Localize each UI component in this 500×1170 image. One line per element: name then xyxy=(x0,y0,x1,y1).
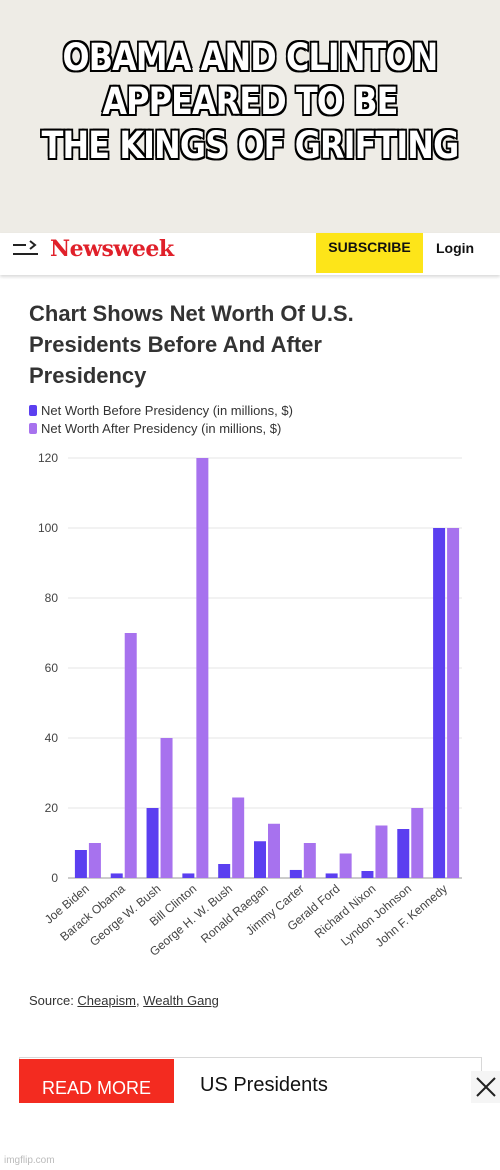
meme-caption-line: OBAMA AND CLINTON xyxy=(61,35,439,81)
read-more-topic[interactable]: US Presidents xyxy=(200,1074,328,1096)
bottom-area xyxy=(0,1103,500,1170)
bar-before xyxy=(146,808,159,878)
bar-before xyxy=(182,873,195,878)
site-header: Newsweek SUBSCRIBE Login xyxy=(0,233,500,275)
bar-after xyxy=(196,458,209,878)
meme-caption-line: THE KINGS OF GRIFTING xyxy=(40,123,460,169)
bar-after xyxy=(447,528,460,878)
bar-before xyxy=(397,829,410,878)
legend-item-after: Net Worth After Presidency (in millions,… xyxy=(29,421,281,437)
y-tick-label: 100 xyxy=(38,521,58,535)
source-prefix: Source: xyxy=(29,993,78,1008)
bar-before xyxy=(218,864,231,878)
chart-title-line: Presidency xyxy=(29,363,147,388)
source-link-wealth-gang[interactable]: Wealth Gang xyxy=(143,993,219,1008)
chart-title: Chart Shows Net Worth Of U.S. Presidents… xyxy=(29,298,469,391)
y-tick-label: 20 xyxy=(45,801,59,815)
meme-caption-line: APPEARED TO BE xyxy=(101,79,400,125)
bar-before xyxy=(254,841,266,878)
bar-after xyxy=(124,633,137,878)
imgflip-watermark: imgflip.com xyxy=(4,1155,55,1166)
subscribe-button[interactable]: SUBSCRIBE xyxy=(316,233,423,273)
source-separator: , xyxy=(135,993,144,1008)
close-icon[interactable] xyxy=(471,1071,500,1103)
legend-item-before: Net Worth Before Presidency (in millions… xyxy=(29,403,293,419)
bar-before xyxy=(289,869,302,878)
y-tick-label: 120 xyxy=(38,451,58,465)
bar-before xyxy=(110,873,123,878)
login-link[interactable]: Login xyxy=(436,240,475,256)
source-line: Source: Cheapism, Wealth Gang xyxy=(29,993,219,1008)
chart-title-line: Presidents Before And After xyxy=(29,332,322,357)
bar-after xyxy=(232,797,245,878)
y-tick-label: 60 xyxy=(45,661,59,675)
legend-swatch-before xyxy=(29,405,37,416)
bar-after xyxy=(303,843,316,878)
meme-caption: OBAMA AND CLINTON APPEARED TO BE THE KIN… xyxy=(35,35,465,169)
read-more-label[interactable]: READ MORE xyxy=(19,1059,174,1103)
meme-caption-area: OBAMA AND CLINTON APPEARED TO BE THE KIN… xyxy=(0,0,500,233)
bar-after xyxy=(411,808,424,878)
newsweek-logo[interactable]: Newsweek xyxy=(50,236,174,262)
bar-before xyxy=(361,871,374,878)
y-tick-label: 0 xyxy=(51,871,58,885)
y-tick-label: 80 xyxy=(45,591,59,605)
bar-after xyxy=(88,843,101,878)
legend-label-after: Net Worth After Presidency (in millions,… xyxy=(41,421,282,436)
bar-after xyxy=(160,738,173,878)
chart-title-line: Chart Shows Net Worth Of U.S. xyxy=(29,301,354,326)
y-tick-label: 40 xyxy=(45,731,59,745)
legend-label-before: Net Worth Before Presidency (in millions… xyxy=(41,403,293,418)
bar-after xyxy=(375,825,388,878)
menu-arrow-icon[interactable] xyxy=(12,239,40,261)
bar-after xyxy=(268,823,280,878)
bar-before xyxy=(74,850,87,878)
legend-swatch-after xyxy=(29,423,37,434)
source-link-cheapism[interactable]: Cheapism xyxy=(77,993,136,1008)
bar-before xyxy=(433,528,446,878)
bar-before xyxy=(325,873,338,878)
bar-after xyxy=(339,853,352,878)
